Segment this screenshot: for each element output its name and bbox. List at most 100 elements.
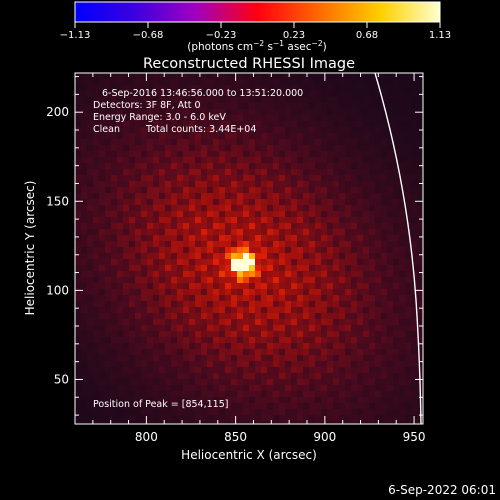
- heatmap-image: [75, 73, 423, 424]
- heatmap-cell: [327, 109, 334, 116]
- heatmap-cell: [285, 397, 292, 404]
- heatmap-cell: [213, 139, 220, 146]
- heatmap-cell: [219, 109, 226, 116]
- heatmap-cell: [411, 151, 418, 158]
- heatmap-cell: [189, 307, 196, 314]
- heatmap-cell: [93, 163, 100, 170]
- heatmap-cell: [411, 409, 418, 416]
- heatmap-cell: [87, 133, 94, 140]
- heatmap-cell: [381, 373, 388, 380]
- heatmap-cell: [237, 307, 244, 314]
- heatmap-cell: [189, 145, 196, 152]
- heatmap-cell: [225, 169, 232, 176]
- heatmap-cell: [99, 403, 106, 410]
- heatmap-cell: [117, 253, 124, 260]
- heatmap-cell: [159, 403, 166, 410]
- heatmap-cell: [243, 121, 250, 128]
- heatmap-cell: [207, 229, 214, 236]
- heatmap-cell: [267, 283, 274, 290]
- heatmap-cell: [339, 85, 346, 92]
- heatmap-cell: [219, 229, 226, 236]
- heatmap-cell: [207, 403, 214, 410]
- heatmap-cell: [123, 103, 130, 110]
- heatmap-cell: [237, 253, 244, 260]
- heatmap-cell: [255, 343, 262, 350]
- heatmap-cell: [231, 325, 238, 332]
- heatmap-cell: [213, 373, 220, 380]
- heatmap-cell: [351, 415, 358, 422]
- heatmap-cell: [213, 247, 220, 254]
- heatmap-cell: [237, 235, 244, 242]
- heatmap-cell: [159, 421, 166, 424]
- heatmap-cell: [381, 253, 388, 260]
- heatmap-cell: [267, 337, 274, 344]
- colorbar-tick-label: −0.23: [206, 30, 237, 41]
- heatmap-cell: [291, 247, 298, 254]
- heatmap-cell: [207, 337, 214, 344]
- heatmap-cell: [141, 181, 148, 188]
- heatmap-cell: [387, 367, 394, 374]
- heatmap-cell: [363, 109, 370, 116]
- heatmap-cell: [273, 367, 280, 374]
- heatmap-cell: [393, 409, 400, 416]
- heatmap-cell: [273, 391, 280, 398]
- heatmap-cell: [213, 307, 220, 314]
- heatmap-cell: [171, 271, 178, 278]
- heatmap-cell: [411, 85, 418, 92]
- heatmap-cell: [183, 121, 190, 128]
- heatmap-cell: [123, 145, 130, 152]
- heatmap-cell: [177, 181, 184, 188]
- heatmap-cell: [237, 205, 244, 212]
- heatmap-cell: [303, 73, 310, 80]
- heatmap-cell: [273, 349, 280, 356]
- heatmap-cell: [387, 211, 394, 218]
- heatmap-cell: [219, 319, 226, 326]
- heatmap-cell: [237, 241, 244, 248]
- heatmap-cell: [141, 277, 148, 284]
- heatmap-cell: [117, 343, 124, 350]
- heatmap-cell: [321, 415, 328, 422]
- heatmap-cell: [309, 205, 316, 212]
- annotations: 6-Sep-2016 13:46:56.000 to 13:51:20.000 …: [93, 88, 303, 410]
- heatmap-cell: [255, 283, 262, 290]
- heatmap-cell: [285, 307, 292, 314]
- heatmap-cell: [387, 199, 394, 206]
- heatmap-cell: [339, 199, 346, 206]
- heatmap-cell: [249, 259, 256, 266]
- heatmap-cell: [393, 127, 400, 134]
- heatmap-cell: [219, 391, 226, 398]
- heatmap-cell: [231, 289, 238, 296]
- heatmap-cell: [363, 73, 370, 80]
- heatmap-cell: [381, 133, 388, 140]
- heatmap-cell: [75, 277, 82, 284]
- heatmap-cell: [393, 337, 400, 344]
- heatmap-cell: [393, 181, 400, 188]
- heatmap-cell: [285, 73, 292, 80]
- heatmap-cell: [123, 295, 130, 302]
- heatmap-cell: [249, 385, 256, 392]
- heatmap-cell: [291, 421, 298, 424]
- heatmap-cell: [363, 133, 370, 140]
- heatmap-cell: [369, 277, 376, 284]
- heatmap-cell: [297, 385, 304, 392]
- heatmap-cell: [81, 295, 88, 302]
- heatmap-cell: [411, 169, 418, 176]
- heatmap-cell: [141, 103, 148, 110]
- heatmap-cell: [381, 223, 388, 230]
- heatmap-cell: [129, 385, 136, 392]
- heatmap-cell: [219, 325, 226, 332]
- heatmap-cell: [309, 163, 316, 170]
- heatmap-cell: [189, 415, 196, 422]
- heatmap-cell: [93, 331, 100, 338]
- heatmap-cell: [285, 145, 292, 152]
- heatmap-cell: [279, 193, 286, 200]
- heatmap-cell: [291, 361, 298, 368]
- heatmap-cell: [237, 139, 244, 146]
- heatmap-cell: [291, 319, 298, 326]
- heatmap-cell: [87, 421, 94, 424]
- heatmap-cell: [309, 241, 316, 248]
- heatmap-cell: [135, 355, 142, 362]
- heatmap-cell: [237, 73, 244, 80]
- heatmap-cell: [321, 373, 328, 380]
- heatmap-cell: [363, 175, 370, 182]
